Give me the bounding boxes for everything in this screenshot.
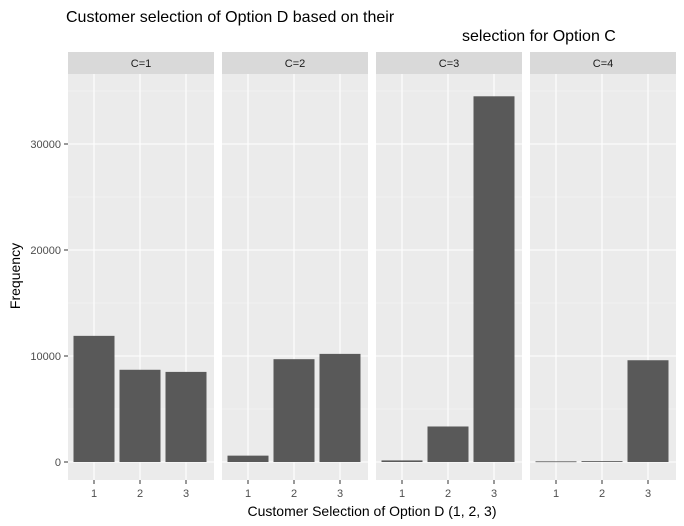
facet-panel: C=4 1 2 3 bbox=[530, 52, 676, 500]
bar bbox=[381, 460, 423, 462]
x-tick-label: 2 bbox=[445, 488, 451, 500]
bar bbox=[581, 461, 623, 462]
facet-strip-label: C=4 bbox=[593, 58, 614, 70]
facet-panel: C=1 1 2 3 bbox=[68, 52, 214, 500]
bar bbox=[73, 335, 115, 462]
y-tick-label: 0 bbox=[55, 457, 61, 469]
plot-area: C=1 1 2 3 C=2 1 2 3 C=3 1 2 3 C=4 1 2 3 0 10000 20000 30000 bbox=[30, 52, 676, 500]
x-tick-label: 3 bbox=[337, 488, 343, 500]
bar bbox=[319, 353, 361, 462]
x-tick-label: 3 bbox=[183, 488, 189, 500]
x-tick-label: 1 bbox=[245, 488, 251, 500]
y-tick-label: 30000 bbox=[30, 139, 61, 151]
facet-strip bbox=[222, 52, 368, 74]
y-axis-title: Frequency bbox=[7, 243, 23, 309]
chart-title-line-2: selection for Option C bbox=[462, 28, 616, 45]
x-tick-label: 2 bbox=[599, 488, 605, 500]
x-tick-label: 3 bbox=[491, 488, 497, 500]
facet-panel: C=2 1 2 3 bbox=[222, 52, 368, 500]
x-tick-label: 1 bbox=[91, 488, 97, 500]
y-tick-label: 20000 bbox=[30, 245, 61, 257]
bar bbox=[473, 96, 515, 463]
x-tick-label: 1 bbox=[399, 488, 405, 500]
x-tick-label: 1 bbox=[553, 488, 559, 500]
facet-strip bbox=[530, 52, 676, 74]
facet-strip bbox=[376, 52, 522, 74]
facet-strip bbox=[68, 52, 214, 74]
facet-strip-label: C=3 bbox=[439, 58, 460, 70]
y-tick-label: 10000 bbox=[30, 351, 61, 363]
x-axis-title: Customer Selection of Option D (1, 2, 3) bbox=[248, 503, 497, 519]
bar bbox=[627, 360, 669, 462]
facet-strip-label: C=2 bbox=[285, 58, 306, 70]
bar bbox=[273, 359, 315, 462]
chart-title-line-1: Customer selection of Option D based on … bbox=[66, 9, 395, 26]
x-tick-label: 2 bbox=[137, 488, 143, 500]
bar bbox=[227, 455, 269, 462]
x-tick-label: 3 bbox=[645, 488, 651, 500]
facet-strip-label: C=1 bbox=[131, 58, 152, 70]
bar bbox=[427, 426, 469, 462]
x-tick-label: 2 bbox=[291, 488, 297, 500]
bar bbox=[165, 371, 207, 462]
facet-panel: C=3 1 2 3 bbox=[376, 52, 522, 500]
bar bbox=[535, 461, 577, 463]
bar bbox=[119, 369, 161, 462]
